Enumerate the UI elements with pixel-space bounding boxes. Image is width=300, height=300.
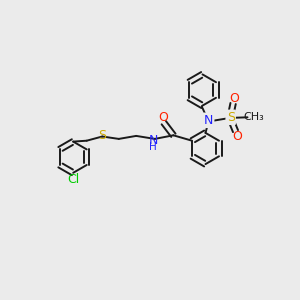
Text: O: O xyxy=(158,111,168,124)
Text: O: O xyxy=(232,130,242,143)
Text: H: H xyxy=(149,142,157,152)
Text: N: N xyxy=(148,134,158,147)
Text: O: O xyxy=(229,92,239,105)
Text: Cl: Cl xyxy=(67,173,79,186)
Text: CH₃: CH₃ xyxy=(244,112,265,122)
Text: N: N xyxy=(204,114,213,127)
Text: S: S xyxy=(227,111,235,124)
Text: S: S xyxy=(98,129,106,142)
